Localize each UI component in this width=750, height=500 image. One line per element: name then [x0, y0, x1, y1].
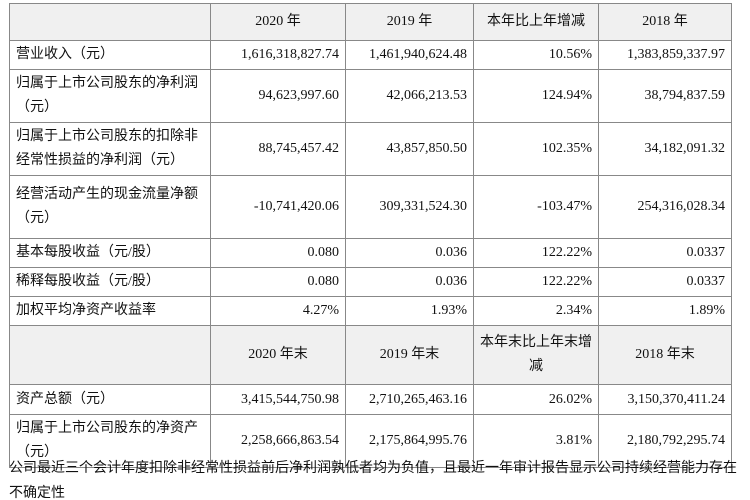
value-cell: 2,258,666,863.54 [210, 414, 346, 468]
value-cell: 94,623,997.60 [210, 69, 346, 123]
value-cell: 0.036 [345, 267, 474, 297]
data-row: 归属于上市公司股东的净利润（元） 94,623,997.60 42,066,213.… [9, 69, 732, 123]
header-cell: 2019 年 [345, 3, 474, 41]
value-cell: 2,180,792,295.74 [598, 414, 732, 468]
header-cell: 2018 年 [598, 3, 732, 41]
value-cell: 1,616,318,827.74 [210, 40, 346, 70]
value-cell: 2,710,265,463.16 [345, 384, 474, 415]
value-cell: 38,794,837.59 [598, 69, 732, 123]
data-row: 基本每股收益（元/股） 0.080 0.036 122.22% 0.0337 [9, 238, 732, 268]
value-cell: -103.47% [473, 175, 599, 239]
data-row: 稀释每股收益（元/股） 0.080 0.036 122.22% 0.0337 [9, 267, 732, 297]
label-cell: 营业收入（元） [9, 40, 211, 70]
header-row: 2020 年末 2019 年末 本年末比上年末增减 2018 年末 [9, 325, 732, 385]
value-cell: 0.036 [345, 238, 474, 268]
value-cell: 2,175,864,995.76 [345, 414, 474, 468]
value-cell: 102.35% [473, 122, 599, 176]
header-cell: 2019 年末 [345, 325, 474, 385]
financial-table: 2020 年 2019 年本年比上年增减 2018 年营业收入（元） 1,616,31… [9, 3, 732, 468]
label-cell: 归属于上市公司股东的净资产（元） [9, 414, 211, 468]
value-cell: -10,741,420.06 [210, 175, 346, 239]
value-cell: 3,415,544,750.98 [210, 384, 346, 415]
value-cell: 1.89% [598, 296, 732, 326]
label-cell: 资产总额（元） [9, 384, 211, 415]
value-cell: 1,461,940,624.48 [345, 40, 474, 70]
data-row: 经营活动产生的现金流量净额（元） -10,741,420.06 309,331,52… [9, 175, 732, 239]
header-cell: 2018 年末 [598, 325, 732, 385]
data-row: 营业收入（元） 1,616,318,827.74 1,461,940,624.48 1… [9, 40, 732, 70]
data-row: 归属于上市公司股东的扣除非经常性损益的净利润（元） 88,745,457.42 43… [9, 122, 732, 176]
label-cell: 归属于上市公司股东的净利润（元） [9, 69, 211, 123]
value-cell: 10.56% [473, 40, 599, 70]
value-cell: 254,316,028.34 [598, 175, 732, 239]
value-cell: 1.93% [345, 296, 474, 326]
value-cell: 3,150,370,411.24 [598, 384, 732, 415]
value-cell: 124.94% [473, 69, 599, 123]
header-cell: 2020 年末 [210, 325, 346, 385]
value-cell: 122.22% [473, 238, 599, 268]
value-cell: 0.080 [210, 238, 346, 268]
value-cell: 0.0337 [598, 238, 732, 268]
value-cell: 309,331,524.30 [345, 175, 474, 239]
value-cell: 2.34% [473, 296, 599, 326]
header-cell: 本年比上年增减 [473, 3, 599, 41]
value-cell: 88,745,457.42 [210, 122, 346, 176]
value-cell: 0.0337 [598, 267, 732, 297]
value-cell: 4.27% [210, 296, 346, 326]
label-cell: 加权平均净资产收益率 [9, 296, 211, 326]
value-cell: 26.02% [473, 384, 599, 415]
value-cell: 42,066,213.53 [345, 69, 474, 123]
header-cell: 本年末比上年末增减 [473, 325, 599, 385]
value-cell: 34,182,091.32 [598, 122, 732, 176]
value-cell: 3.81% [473, 414, 599, 468]
label-cell: 经营活动产生的现金流量净额（元） [9, 175, 211, 239]
header-cell: 2020 年 [210, 3, 346, 41]
value-cell: 43,857,850.50 [345, 122, 474, 176]
value-cell: 1,383,859,337.97 [598, 40, 732, 70]
label-cell: 稀释每股收益（元/股） [9, 267, 211, 297]
data-row: 加权平均净资产收益率 4.27% 1.93% 2.34% 1.89% [9, 296, 732, 326]
table-body: 2020 年 2019 年本年比上年增减 2018 年营业收入（元） 1,616,31… [9, 3, 732, 468]
header-cell [9, 325, 211, 385]
label-cell: 归属于上市公司股东的扣除非经常性损益的净利润（元） [9, 122, 211, 176]
note: 公司最近三个会计年度扣除非经常性损益前后净利润孰低者均为负值，且最近一年审计报告… [9, 461, 737, 500]
value-cell: 122.22% [473, 267, 599, 297]
value-cell: 0.080 [210, 267, 346, 297]
data-row: 归属于上市公司股东的净资产（元） 2,258,666,863.54 2,175,86… [9, 414, 732, 468]
label-cell: 基本每股收益（元/股） [9, 238, 211, 268]
header-cell [9, 3, 211, 41]
data-row: 资产总额（元） 3,415,544,750.98 2,710,265,463.16 2… [9, 384, 732, 415]
header-row: 2020 年 2019 年本年比上年增减 2018 年 [9, 3, 732, 41]
